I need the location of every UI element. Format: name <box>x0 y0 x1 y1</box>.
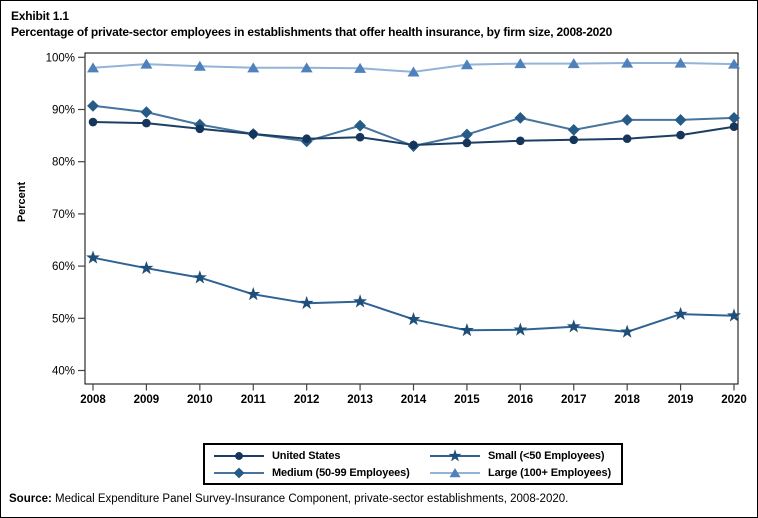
data-point-circle <box>195 124 205 134</box>
source-note: Source: Medical Expenditure Panel Survey… <box>9 493 568 505</box>
data-point-circle <box>248 129 258 139</box>
title-block: Exhibit 1.1 Percentage of private-sector… <box>11 8 612 40</box>
line-star-marker-icon <box>429 448 481 463</box>
data-point-diamond <box>621 114 634 126</box>
data-point-star <box>727 308 741 322</box>
data-point-diamond <box>728 111 740 124</box>
x-tick-label: 2012 <box>294 394 320 406</box>
series-line-diamond <box>92 104 735 147</box>
line-triangle-marker-icon <box>429 466 481 480</box>
data-point-star <box>353 294 368 308</box>
data-point-triangle <box>247 62 260 73</box>
legend-label: Medium (50-99 Employees) <box>272 466 410 479</box>
y-tick-label: 70% <box>52 209 75 221</box>
x-tick-label: 2014 <box>401 394 427 406</box>
data-point-triangle <box>728 58 740 69</box>
data-point-triangle <box>354 62 367 73</box>
data-point-star <box>566 319 581 333</box>
data-point-triangle <box>621 57 634 68</box>
x-tick-label: 2016 <box>508 394 534 406</box>
data-point-diamond <box>354 119 366 132</box>
x-tick-label: 2013 <box>347 394 373 406</box>
data-point-star <box>299 295 314 310</box>
line-diamond-marker-icon <box>213 466 265 480</box>
data-point-star <box>459 323 474 337</box>
y-tick-label: 40% <box>52 366 75 378</box>
data-point-star <box>139 260 154 275</box>
plot-border <box>84 52 739 385</box>
y-tick-label: 50% <box>52 313 75 325</box>
data-point-circle <box>142 118 151 128</box>
data-point-circle <box>462 138 472 148</box>
data-point-circle <box>355 132 365 142</box>
data-point-circle <box>409 140 418 150</box>
data-point-star <box>246 286 261 301</box>
legend-label: United States <box>272 449 341 462</box>
legend-label: Large (100+ Employees) <box>488 466 611 479</box>
legend-item-small-firms: Small (<50 Employees) <box>429 448 613 463</box>
data-point-triangle <box>87 62 99 73</box>
legend-label: Small (<50 Employees) <box>488 449 605 462</box>
x-tick-label: 2010 <box>187 394 213 406</box>
data-point-circle <box>302 134 311 144</box>
data-point-circle <box>569 135 579 145</box>
data-point-circle <box>622 134 632 144</box>
data-point-diamond <box>514 111 527 124</box>
legend-item-united-states: United States <box>213 449 429 463</box>
data-point-triangle <box>193 60 206 71</box>
page-title: Percentage of private-sector employees i… <box>11 25 613 39</box>
x-tick-label: 2020 <box>721 394 747 406</box>
data-point-diamond <box>674 114 687 126</box>
data-point-star <box>406 312 421 326</box>
data-point-triangle <box>460 59 473 70</box>
x-tick-label: 2015 <box>454 394 480 406</box>
data-point-diamond <box>87 99 99 112</box>
y-tick-label: 60% <box>52 261 75 273</box>
data-point-triangle <box>674 57 687 68</box>
line-circle-marker-icon <box>213 449 265 463</box>
x-tick-label: 2009 <box>134 394 160 406</box>
data-point-star <box>513 322 528 336</box>
data-point-triangle <box>300 62 313 73</box>
y-tick-label: 90% <box>52 105 75 117</box>
data-point-star <box>620 324 635 338</box>
y-axis-label: Percent <box>16 181 28 223</box>
data-point-star <box>673 306 688 321</box>
x-tick-label: 2017 <box>561 394 587 406</box>
exhibit-label: Exhibit 1.1 <box>11 9 69 23</box>
data-point-triangle <box>140 58 153 69</box>
x-tick-label: 2019 <box>668 394 694 406</box>
data-point-triangle <box>514 58 527 69</box>
data-point-circle <box>676 130 685 140</box>
chart-legend: United States Small (<50 Employees) Medi… <box>203 443 623 485</box>
x-tick-label: 2018 <box>614 394 640 406</box>
data-point-circle <box>729 122 739 132</box>
data-point-star <box>86 250 100 264</box>
data-point-circle <box>88 117 98 127</box>
source-text: Medical Expenditure Panel Survey-Insuran… <box>51 493 569 505</box>
x-tick-label: 2011 <box>241 394 267 406</box>
x-tick-label: 2008 <box>80 394 106 406</box>
data-point-diamond <box>567 123 580 136</box>
data-point-triangle <box>407 66 420 77</box>
data-point-diamond <box>461 128 473 141</box>
line-chart-plot: 100% 90% 80% 70% 60% 50% 40% 2008 2009 2010 2011 20… <box>46 52 747 406</box>
data-point-star <box>192 270 207 284</box>
y-tick-label: 100% <box>46 52 75 64</box>
source-label: Source: <box>9 493 52 505</box>
data-point-circle <box>516 136 525 146</box>
legend-item-medium-firms: Medium (50-99 Employees) <box>213 466 429 480</box>
data-point-diamond <box>140 106 153 119</box>
data-point-triangle <box>567 58 580 69</box>
y-tick-label: 80% <box>52 157 75 169</box>
legend-item-large-firms: Large (100+ Employees) <box>429 466 613 480</box>
